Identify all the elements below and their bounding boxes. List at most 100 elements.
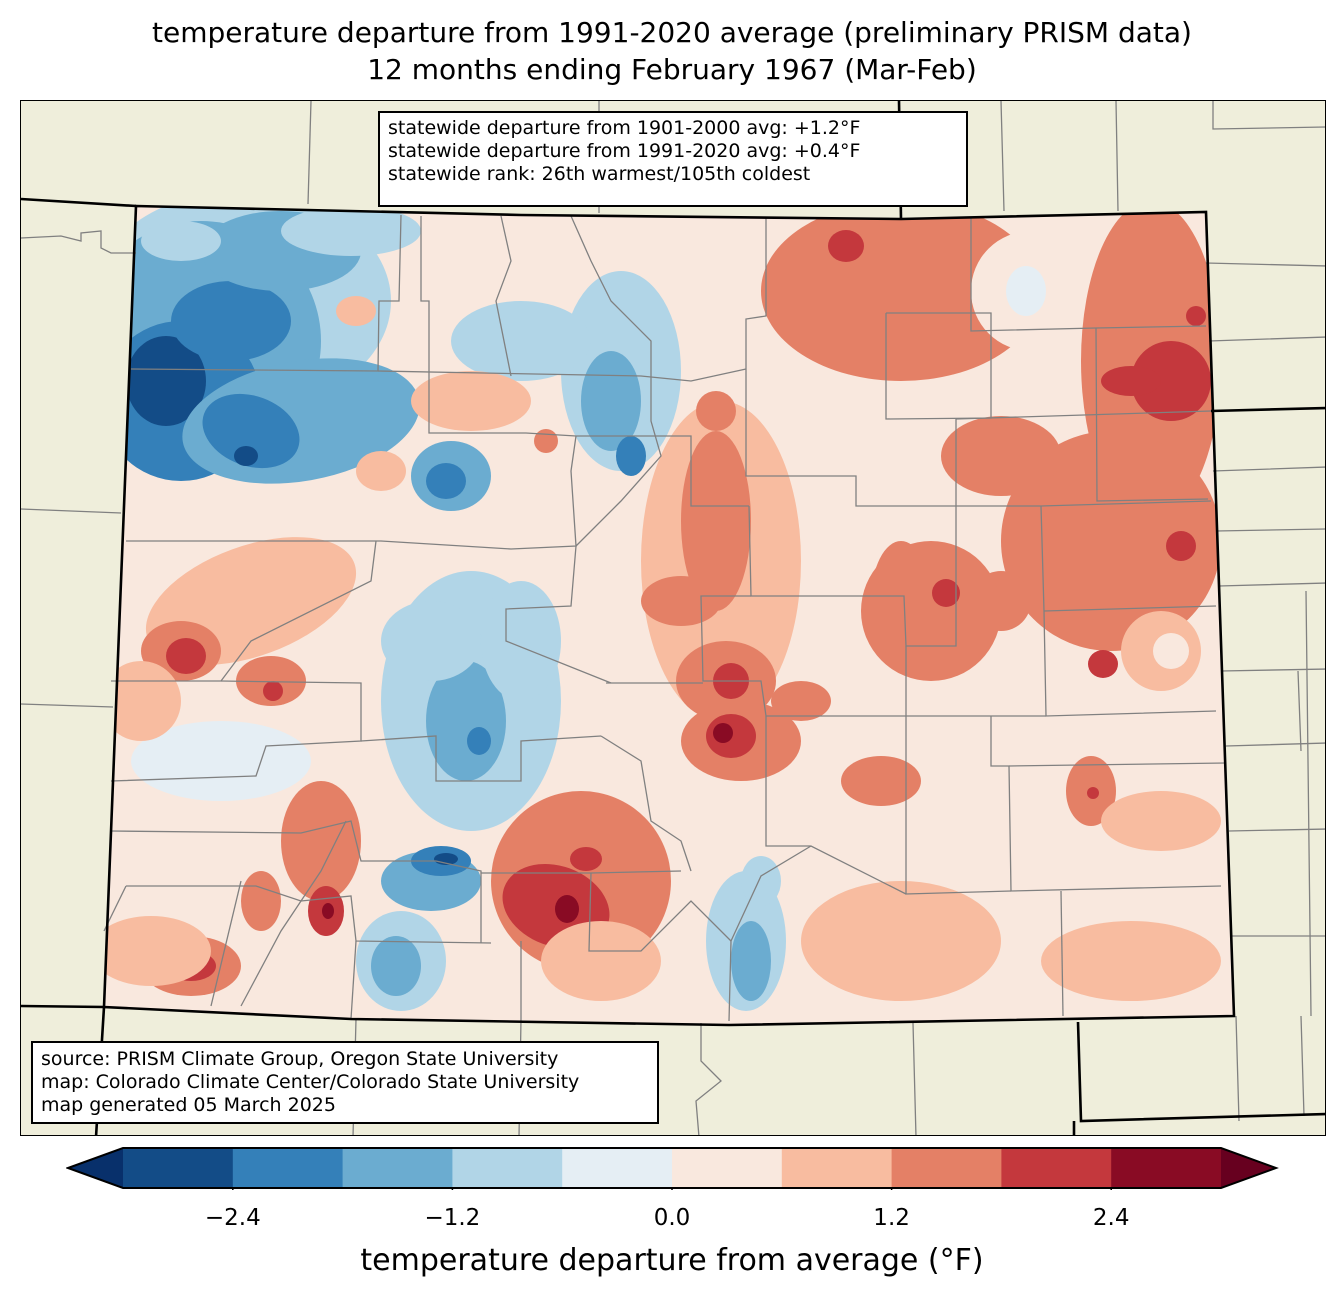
colorbar-tick-label: 2.4: [1092, 1205, 1130, 1231]
county-line: [1008, 762, 1227, 767]
county-line: [765, 716, 907, 895]
contour-region: [871, 541, 931, 661]
colorbar-bin: [1001, 1148, 1112, 1188]
colorbar-over-extension: [1221, 1148, 1276, 1188]
contour-region: [534, 429, 558, 453]
contour-region: [281, 206, 421, 256]
contour-region: [426, 463, 466, 499]
contour-region: [356, 451, 406, 491]
credit-generated-date: map generated 05 March 2025: [41, 1094, 336, 1116]
statewide-stats-box: statewide departure from 1901-2000 avg: …: [378, 111, 968, 207]
contour-region: [541, 921, 661, 1001]
contour-region: [263, 681, 283, 701]
contour-region: [1006, 266, 1046, 316]
county-line: [600, 735, 692, 872]
map-subtitle: 12 months ending February 1967 (Mar-Feb): [367, 53, 977, 86]
contour-region: [771, 681, 831, 721]
credit-map: map: Colorado Climate Center/Colorado St…: [41, 1071, 580, 1093]
contour-region: [570, 847, 602, 871]
colorbar-bin: [891, 1148, 1002, 1188]
county-line: [495, 215, 512, 377]
contour-region: [451, 301, 591, 381]
county-line: [1040, 505, 1217, 717]
county-line: [728, 845, 812, 1022]
colorbar-bin: [781, 1148, 893, 1188]
contour-region: [1153, 633, 1189, 669]
colorbar-tick-label: 1.2: [873, 1205, 910, 1231]
contour-region: [696, 391, 736, 431]
contour-region: [371, 936, 421, 996]
contour-region: [131, 721, 311, 801]
colorbar-bin: [1111, 1148, 1222, 1188]
colorbar-label: temperature departure from average (°F): [360, 1243, 984, 1278]
contour-region: [932, 579, 960, 607]
county-line: [126, 885, 492, 944]
county-line: [1043, 605, 1217, 612]
stat-departure-1901-2000: statewide departure from 1901-2000 avg: …: [388, 117, 861, 139]
county-line: [588, 872, 732, 952]
contour-region: [336, 296, 376, 326]
contour-region: [322, 903, 334, 919]
county-line: [745, 217, 767, 436]
colorbar-outline: [66, 1147, 1279, 1189]
contour-region: [841, 756, 921, 806]
colorbar: [66, 1147, 1279, 1190]
county-line: [111, 540, 377, 682]
county-line: [350, 940, 357, 1020]
contour-region: [126, 336, 206, 426]
county-line: [955, 410, 1212, 420]
county-line: [1225, 742, 1325, 937]
map-panel: [20, 100, 1326, 1136]
county-line: [1095, 327, 1209, 502]
contour-region: [731, 921, 771, 1001]
stat-departure-1991-2020: statewide departure from 1991-2020 avg: …: [388, 140, 861, 162]
colorado-border: [102, 204, 1236, 1027]
county-line: [912, 1015, 1305, 1135]
county-line: [126, 435, 577, 550]
contour-region: [555, 895, 579, 923]
county-line: [1212, 466, 1325, 672]
county-line: [1205, 262, 1325, 342]
contour-region: [681, 431, 751, 611]
contour-region: [828, 230, 864, 262]
contour-region: [236, 656, 306, 706]
contour-region: [1088, 650, 1118, 678]
contour-region: [381, 601, 481, 681]
colorbar-tick-label: −1.2: [424, 1205, 481, 1231]
contour-region: [741, 856, 781, 906]
contour-fills: [104, 206, 1234, 1025]
state-line-wy-ut: [21, 197, 137, 208]
colorbar-bin: [562, 1148, 673, 1188]
contour-region: [234, 446, 258, 466]
contour-region: [1131, 341, 1211, 421]
contour-region: [104, 661, 181, 741]
county-line: [1297, 590, 1312, 1017]
contour-region: [104, 916, 211, 986]
colorbar-bin: [452, 1148, 563, 1188]
county-line: [745, 436, 1212, 507]
county-line: [570, 215, 662, 547]
county-line: [110, 680, 362, 782]
contour-region: [411, 371, 531, 431]
colorbar-bin: [342, 1148, 453, 1188]
county-line: [1000, 101, 1325, 212]
colorbar-bin: [123, 1148, 234, 1188]
county-line: [377, 368, 747, 382]
contour-region: [1101, 791, 1221, 851]
contour-region: [1186, 306, 1206, 326]
contour-region: [941, 416, 1061, 496]
county-line: [110, 820, 482, 943]
colorbar-bin: [232, 1148, 344, 1188]
contour-region: [1041, 921, 1221, 1001]
county-line: [307, 101, 312, 205]
county-line: [1060, 890, 1064, 1017]
county-line: [700, 595, 906, 717]
contour-region: [1166, 531, 1196, 561]
contour-region: [281, 781, 361, 901]
contour-region: [1001, 431, 1221, 651]
county-line: [748, 505, 957, 647]
state-line-nm-ok: [1076, 1021, 1325, 1123]
county-line: [420, 216, 749, 507]
county-line: [130, 214, 402, 372]
contour-region: [241, 871, 281, 931]
